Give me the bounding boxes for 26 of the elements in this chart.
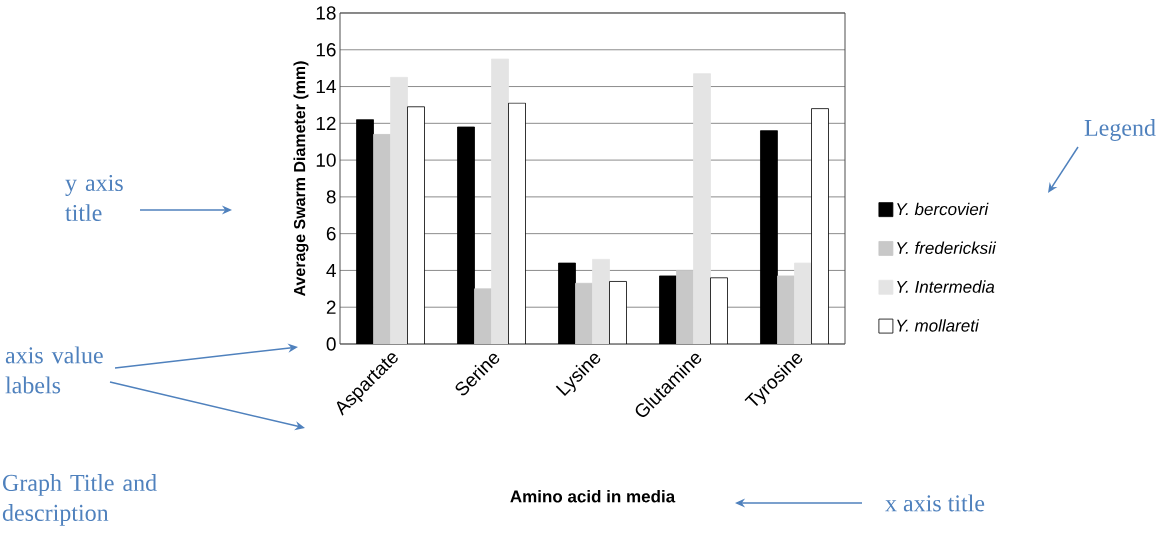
text: axis value labels <box>5 346 103 394</box>
bar <box>811 108 829 344</box>
bar <box>710 277 728 344</box>
legend-label: Y. bercovieri <box>897 202 989 216</box>
x-axis-title: Amino acid in media <box>510 490 676 503</box>
y-tick-label: 8 <box>326 190 336 204</box>
y-axis-title: Average Swarm Diameter (mm) <box>293 61 309 297</box>
y-tick-label: 16 <box>316 43 336 57</box>
y-tick-label: 6 <box>326 226 336 241</box>
y-tick-label: 0 <box>326 337 336 351</box>
text: x axis title <box>885 494 985 512</box>
text: y axis title <box>65 174 123 222</box>
y-tick-label: 4 <box>326 263 336 277</box>
text: Legend <box>1084 119 1156 141</box>
legend-label: Y. Intermedia <box>897 280 995 293</box>
legend-label: Y. fredericksii <box>897 241 997 255</box>
y-tick-label: 2 <box>326 300 336 314</box>
bar <box>609 281 627 344</box>
y-tick-label: 18 <box>316 6 336 20</box>
legend-label: Y. mollareti <box>897 319 980 332</box>
y-tick-label: 14 <box>316 80 336 94</box>
bar <box>508 102 526 344</box>
y-tick-label: 12 <box>316 116 336 130</box>
text: Graph Title and description <box>2 474 157 526</box>
bar <box>407 106 425 344</box>
y-tick-label: 10 <box>316 153 336 167</box>
